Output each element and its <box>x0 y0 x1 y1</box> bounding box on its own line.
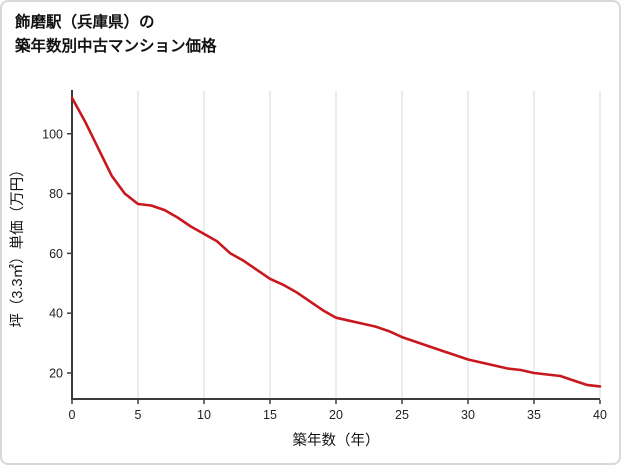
x-tick-label: 35 <box>527 408 541 422</box>
chart-area: 0 5 10 15 20 25 30 35 40 20 40 60 80 100 築年数（年） 坪（3.3㎡）… <box>2 77 619 463</box>
y-tick-label: 20 <box>49 366 63 380</box>
y-tick-label: 60 <box>49 247 63 261</box>
x-tick-label: 30 <box>461 408 475 422</box>
x-tick-label: 5 <box>135 408 142 422</box>
x-tick-label: 0 <box>69 408 76 422</box>
line-chart-svg: 0 5 10 15 20 25 30 35 40 20 40 60 80 100 築年数（年） 坪（3.3㎡）… <box>9 90 607 449</box>
chart-title: 飾磨駅（兵庫県）の 築年数別中古マンション価格 <box>15 11 217 59</box>
y-axis-label: 坪（3.3㎡）単価（万円） <box>9 162 26 327</box>
chart-title-line2: 築年数別中古マンション価格 <box>15 38 217 56</box>
x-tick-label: 40 <box>593 408 607 422</box>
x-tick-label: 20 <box>329 408 343 422</box>
x-tick-label: 25 <box>395 408 409 422</box>
chart-title-line1: 飾磨駅（兵庫県）の <box>15 14 155 31</box>
y-tick-label: 40 <box>49 307 63 321</box>
x-tick-label: 15 <box>263 408 277 422</box>
x-axis-label: 築年数（年） <box>293 431 380 449</box>
x-tick-label: 10 <box>197 408 211 422</box>
y-tick-label: 80 <box>49 187 63 201</box>
y-tick-label: 100 <box>42 127 63 141</box>
price-line <box>70 96 602 388</box>
